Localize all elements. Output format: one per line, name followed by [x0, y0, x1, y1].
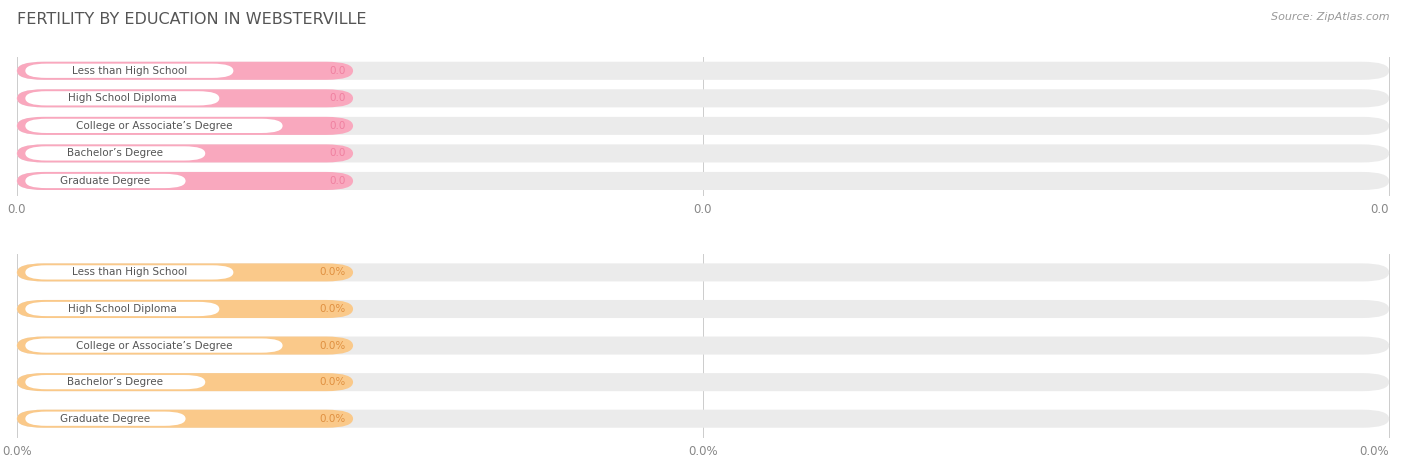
- Text: Less than High School: Less than High School: [72, 66, 187, 76]
- Text: 0.0%: 0.0%: [319, 414, 346, 424]
- Text: 0.0: 0.0: [329, 176, 346, 186]
- FancyBboxPatch shape: [25, 411, 186, 426]
- Text: High School Diploma: High School Diploma: [67, 304, 177, 314]
- FancyBboxPatch shape: [17, 89, 353, 107]
- FancyBboxPatch shape: [17, 89, 1389, 107]
- FancyBboxPatch shape: [17, 300, 353, 318]
- Text: 0.0: 0.0: [329, 121, 346, 131]
- FancyBboxPatch shape: [17, 62, 353, 80]
- FancyBboxPatch shape: [25, 119, 283, 133]
- FancyBboxPatch shape: [25, 146, 205, 161]
- FancyBboxPatch shape: [17, 263, 1389, 281]
- Text: 0.0%: 0.0%: [319, 304, 346, 314]
- Text: 0.0%: 0.0%: [1, 445, 32, 458]
- Text: 0.0%: 0.0%: [319, 377, 346, 387]
- FancyBboxPatch shape: [25, 265, 233, 279]
- Text: Bachelor’s Degree: Bachelor’s Degree: [67, 377, 163, 387]
- FancyBboxPatch shape: [25, 174, 186, 188]
- FancyBboxPatch shape: [17, 117, 353, 135]
- Text: Bachelor’s Degree: Bachelor’s Degree: [67, 148, 163, 159]
- Text: 0.0: 0.0: [329, 66, 346, 76]
- Text: 0.0%: 0.0%: [319, 267, 346, 277]
- Text: 0.0: 0.0: [693, 203, 713, 216]
- FancyBboxPatch shape: [17, 373, 1389, 391]
- FancyBboxPatch shape: [25, 302, 219, 316]
- Text: 0.0%: 0.0%: [319, 341, 346, 351]
- FancyBboxPatch shape: [17, 172, 353, 190]
- Text: 0.0%: 0.0%: [1360, 445, 1389, 458]
- Text: 0.0%: 0.0%: [688, 445, 718, 458]
- FancyBboxPatch shape: [17, 144, 353, 162]
- FancyBboxPatch shape: [17, 144, 1389, 162]
- FancyBboxPatch shape: [17, 409, 1389, 428]
- FancyBboxPatch shape: [25, 91, 219, 105]
- Text: Less than High School: Less than High School: [72, 267, 187, 277]
- Text: FERTILITY BY EDUCATION IN WEBSTERVILLE: FERTILITY BY EDUCATION IN WEBSTERVILLE: [17, 12, 367, 27]
- Text: 0.0: 0.0: [1371, 203, 1389, 216]
- Text: 0.0: 0.0: [7, 203, 27, 216]
- FancyBboxPatch shape: [17, 409, 353, 428]
- Text: High School Diploma: High School Diploma: [67, 93, 177, 104]
- FancyBboxPatch shape: [17, 373, 353, 391]
- FancyBboxPatch shape: [25, 64, 233, 78]
- FancyBboxPatch shape: [25, 375, 205, 389]
- Text: College or Associate’s Degree: College or Associate’s Degree: [76, 121, 232, 131]
- Text: 0.0: 0.0: [329, 148, 346, 159]
- FancyBboxPatch shape: [17, 263, 353, 281]
- FancyBboxPatch shape: [17, 172, 1389, 190]
- FancyBboxPatch shape: [17, 300, 1389, 318]
- Text: College or Associate’s Degree: College or Associate’s Degree: [76, 341, 232, 351]
- FancyBboxPatch shape: [25, 338, 283, 352]
- Text: Graduate Degree: Graduate Degree: [60, 176, 150, 186]
- Text: Source: ZipAtlas.com: Source: ZipAtlas.com: [1271, 12, 1389, 22]
- Text: Graduate Degree: Graduate Degree: [60, 414, 150, 424]
- Text: 0.0: 0.0: [329, 93, 346, 104]
- FancyBboxPatch shape: [17, 62, 1389, 80]
- FancyBboxPatch shape: [17, 117, 1389, 135]
- FancyBboxPatch shape: [17, 337, 1389, 354]
- FancyBboxPatch shape: [17, 337, 353, 354]
